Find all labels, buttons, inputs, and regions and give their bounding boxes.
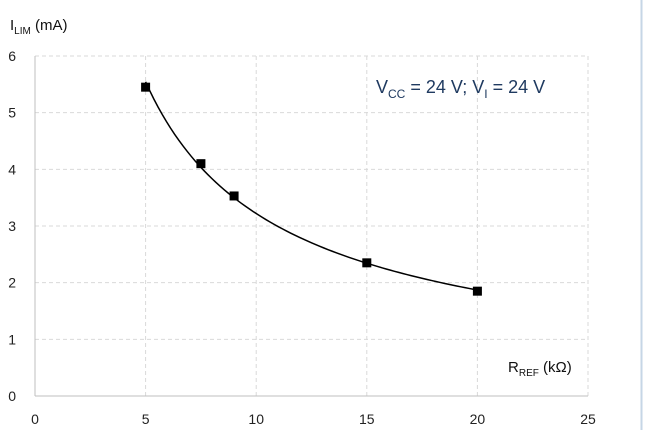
y-tick-label: 2 xyxy=(8,275,16,291)
annotation-end: = 24 V xyxy=(488,77,546,97)
data-point xyxy=(229,191,239,201)
y-tick-label: 5 xyxy=(8,105,16,121)
y-tick-label: 1 xyxy=(8,331,16,347)
x-tick-label: 0 xyxy=(31,411,39,427)
x-tick-label: 25 xyxy=(580,411,596,427)
y-axis-title-unit: (mA) xyxy=(31,17,68,34)
data-point xyxy=(141,82,151,92)
data-point xyxy=(472,286,482,296)
data-point xyxy=(196,159,206,169)
conditions-annotation: VCC = 24 V; VI = 24 V xyxy=(376,77,545,101)
y-tick-label: 4 xyxy=(8,161,16,177)
x-tick-label: 5 xyxy=(142,411,150,427)
x-tick-label: 10 xyxy=(248,411,264,427)
x-axis-title-sub: REF xyxy=(519,368,539,379)
grid xyxy=(35,55,589,396)
x-axis-title-unit: (kΩ) xyxy=(539,359,572,376)
x-tick-label: 15 xyxy=(359,411,375,427)
data-point xyxy=(362,258,372,268)
tick-labels: 0 1 2 3 4 5 6 0 5 10 15 20 25 xyxy=(8,48,596,427)
y-tick-label: 6 xyxy=(8,48,16,64)
annotation-vcc: V xyxy=(376,77,388,97)
annotation-vcc-sub: CC xyxy=(388,87,406,101)
data-points xyxy=(141,82,482,296)
x-tick-label: 20 xyxy=(470,411,486,427)
y-axis-title-main: I xyxy=(10,17,14,34)
y-tick-label: 3 xyxy=(8,218,16,234)
y-axis-title: ILIM (mA) xyxy=(10,17,68,37)
x-axis-title-main: R xyxy=(508,359,519,376)
axes xyxy=(34,0,643,430)
y-axis-title-sub: LIM xyxy=(14,26,31,37)
annotation-mid: = 24 V; V xyxy=(405,77,484,97)
x-axis-title: RREF (kΩ) xyxy=(508,359,572,379)
annotation-vi-sub: I xyxy=(484,87,487,101)
y-tick-label: 0 xyxy=(8,388,16,404)
